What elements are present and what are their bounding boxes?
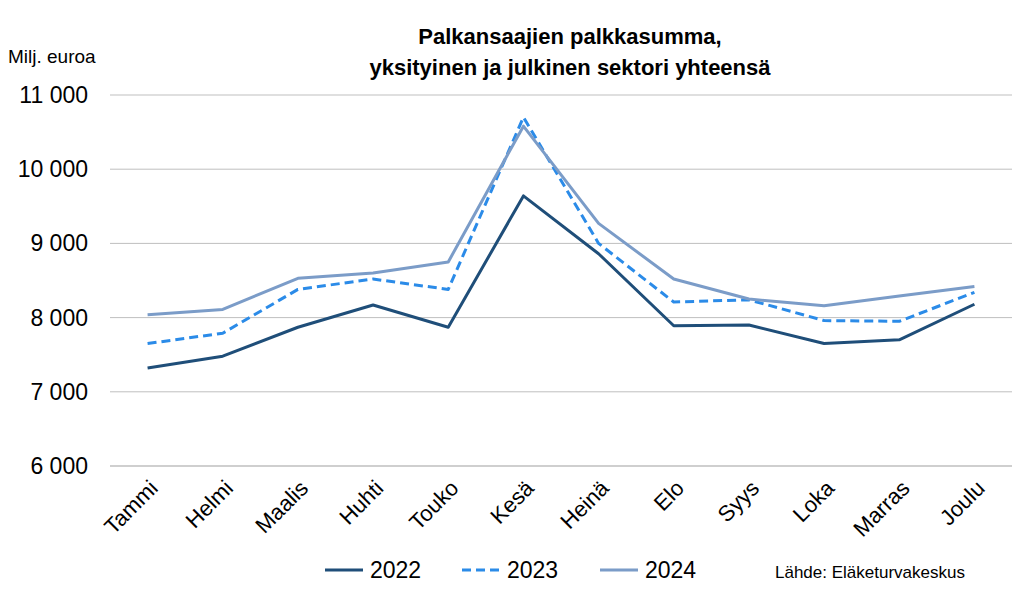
y-tick-label: 10 000 xyxy=(18,156,88,182)
x-tick-label: Kesä xyxy=(485,475,539,529)
x-tick-label: Elo xyxy=(649,476,689,516)
legend-label: 2023 xyxy=(507,557,558,583)
legend-swatch xyxy=(600,569,638,572)
series-line xyxy=(148,126,975,314)
x-axis-line xyxy=(110,466,1012,467)
grid-line xyxy=(110,391,1012,392)
legend-swatch xyxy=(462,569,500,572)
title-line: yksityinen ja julkinen sektori yhteensä xyxy=(369,55,771,80)
legend-swatch xyxy=(325,569,363,572)
grid-line xyxy=(110,317,1012,318)
x-tick-label: Syys xyxy=(713,476,764,527)
source: Lähde: Eläketurvakeskus xyxy=(775,563,965,582)
x-tick-label: Marras xyxy=(848,476,914,542)
grid-line xyxy=(110,95,1012,96)
y-tick-label: 11 000 xyxy=(19,82,88,108)
title-line: Palkansaajien palkkasumma, xyxy=(418,24,721,49)
title: Palkansaajien palkkasumma, yksityinen ja … xyxy=(369,24,771,80)
y-tick-label: 7 000 xyxy=(30,379,88,405)
grid-line xyxy=(110,243,1012,244)
x-tick-label: Huhti xyxy=(334,476,388,530)
x-tick-label: Joulu xyxy=(935,476,990,531)
legend-label: 2022 xyxy=(370,557,421,583)
y-tick-label: 9 000 xyxy=(30,230,88,256)
grid-line xyxy=(110,169,1012,170)
y-tick-label: 6 000 xyxy=(30,453,88,479)
y-axis-label: Milj. euroa xyxy=(8,46,96,67)
x-tick-label: Touko xyxy=(404,476,463,535)
y-tick-label: 8 000 xyxy=(30,305,88,331)
series-line xyxy=(148,117,975,343)
x-tick-label: Loka xyxy=(788,475,840,527)
series-group xyxy=(148,117,975,368)
legend-label: 2024 xyxy=(645,557,696,583)
x-tick-label: Tammi xyxy=(99,476,162,539)
x-tick-label: Helmi xyxy=(181,476,238,533)
series-line xyxy=(148,196,975,368)
chart: Palkansaajien palkkasumma, yksityinen ja … xyxy=(0,0,1024,600)
x-tick-label: Maalis xyxy=(250,476,313,539)
grid-line xyxy=(110,466,1012,467)
x-tick-label: Heinä xyxy=(555,475,614,534)
